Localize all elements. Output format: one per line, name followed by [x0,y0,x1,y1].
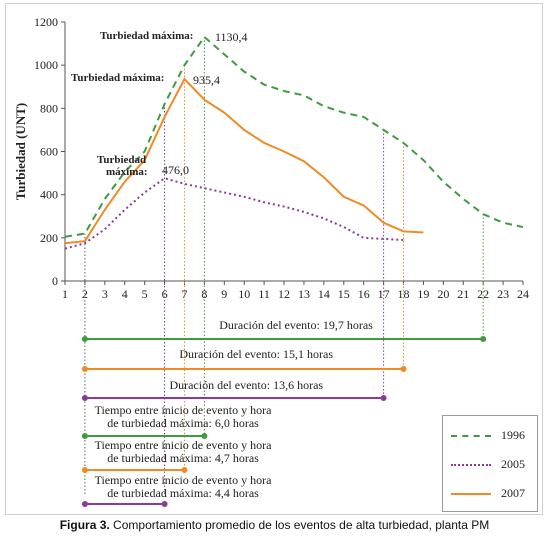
time-to-peak-label-line2-2005: de turbiedad máxima: 4,4 horas [107,486,259,500]
legend-label-2005: 2005 [501,457,525,471]
x-tick-label: 24 [517,287,529,301]
peak-label-1996: Turbiedad máxima: [100,30,193,42]
legend-swatch-2005 [451,464,491,466]
caption-text: Comportamiento promedio de los eventos d… [109,518,490,532]
time-to-peak-start-dot-2005 [81,501,88,507]
x-tick-label: 12 [278,287,290,301]
legend-item-2005: 2005 [451,455,537,475]
x-tick-label: 11 [258,287,270,301]
duration-label-2005: Duración del evento: 13,6 horas [169,378,323,392]
time-to-peak-label-line1-2007: Tiempo entre inicio de evento y hora [95,438,273,452]
x-tick-label: 3 [102,287,108,301]
x-tick-label: 22 [477,287,489,301]
series-line-2007 [64,77,424,245]
x-tick-label: 19 [417,287,429,301]
duration-start-dot-1996 [81,336,88,342]
time-to-peak-end-dot-1996 [201,433,208,439]
y-tick-label: 1000 [34,58,58,72]
duration-start-dot-2007 [81,366,88,372]
x-tick-label: 5 [142,287,148,301]
x-tick-label: 15 [338,287,350,301]
time-to-peak-label-line1-2005: Tiempo entre inicio de evento y hora [95,473,273,487]
y-tick-label: 0 [52,274,58,288]
y-tick-label: 400 [40,188,58,202]
legend-label-2007: 2007 [501,486,525,500]
y-tick-label: 200 [40,231,58,245]
turbidity-line-chart: 0200400600800100012001234567891011121314… [13,15,529,507]
time-to-peak-start-dot-2007 [81,467,88,473]
x-tick-label: 20 [437,287,449,301]
peak-label-2005-line1: Turbiedad [97,154,146,166]
time-to-peak-label-line1-1996: Tiempo entre inicio de evento y hora [95,403,273,417]
x-tick-label: 10 [238,287,250,301]
figure-frame [5,3,543,515]
x-tick-label: 4 [122,287,128,301]
peak-value-1996: 1130,4 [215,30,248,44]
time-to-peak-end-dot-2005 [161,501,168,507]
legend-item-1996: 1996 [451,426,537,446]
duration-end-dot-2005 [380,395,387,401]
legend-swatch-1996 [451,435,491,437]
duration-end-dot-2007 [400,366,407,372]
series-line-2005 [64,177,404,250]
peak-label-2007: Turbiedad máxima: [71,72,164,84]
caption-prefix: Figura 3. [59,518,110,532]
y-tick-label: 1200 [34,15,58,29]
x-tick-label: 9 [221,287,227,301]
legend-swatch-2007 [451,493,491,495]
x-tick-label: 13 [298,287,310,301]
time-to-peak-start-dot-1996 [81,433,88,439]
legend-label-1996: 1996 [501,428,525,442]
duration-label-1996: Duración del evento: 19,7 horas [219,318,373,332]
y-tick-label: 800 [40,101,58,115]
time-to-peak-label-line2-1996: de turbiedad máxima: 6,0 horas [107,416,259,430]
chart-legend: 1996 2005 2007 [442,415,538,512]
x-tick-label: 21 [457,287,469,301]
y-axis-title: Turbiedad (UNT) [13,103,28,200]
figure-caption: Figura 3. Comportamiento promedio de los… [0,518,549,532]
time-to-peak-end-dot-2007 [181,467,188,473]
peak-value-2007: 935,4 [193,73,220,87]
x-tick-label: 16 [358,287,370,301]
legend-item-2007: 2007 [451,484,537,504]
series-line-1996 [64,35,524,238]
time-to-peak-label-line2-2007: de turbiedad máxima: 4,7 horas [107,451,259,465]
x-tick-label: 17 [378,287,390,301]
x-tick-label: 23 [497,287,509,301]
y-tick-label: 600 [40,145,58,159]
x-tick-label: 1 [62,287,68,301]
duration-end-dot-1996 [480,336,487,342]
peak-value-2005: 476,0 [162,163,189,177]
peak-label-2005-line2: máxima: [106,166,148,178]
duration-label-2007: Duración del evento: 15,1 horas [179,347,333,361]
duration-start-dot-2005 [81,395,88,401]
x-tick-label: 14 [318,287,330,301]
